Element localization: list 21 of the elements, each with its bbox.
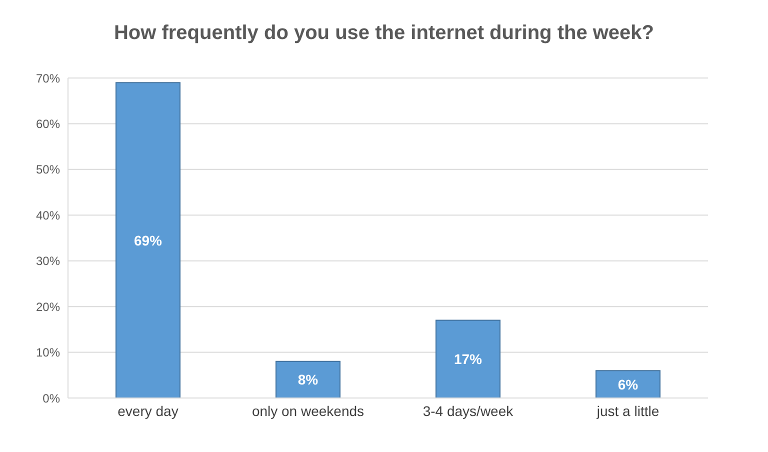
bar [596, 370, 660, 398]
y-tick-label: 10% [36, 346, 60, 360]
bar [276, 360, 340, 398]
y-tick-label: 60% [36, 116, 60, 131]
y-tick-label: 30% [36, 254, 60, 268]
y-tick-label: 0% [42, 391, 60, 406]
y-tick-label: 40% [36, 208, 60, 222]
bar [116, 82, 180, 398]
data-label: 8% [298, 372, 319, 388]
y-tick-label: 50% [36, 162, 60, 177]
chart-title: How frequently do you use the internet during the week? [112, 21, 656, 46]
x-tick-label: every day [118, 402, 178, 419]
data-label: 69% [134, 232, 163, 248]
x-tick-label: just a little [596, 402, 660, 419]
x-tick-label: 3-4 days/week [422, 402, 514, 419]
bar [436, 320, 500, 398]
x-tick-label: only on weekends [252, 402, 364, 419]
data-label: 6% [618, 376, 639, 392]
y-tick-label: 20% [36, 300, 60, 314]
data-label: 17% [454, 351, 483, 368]
y-tick-label: 70% [36, 71, 60, 86]
